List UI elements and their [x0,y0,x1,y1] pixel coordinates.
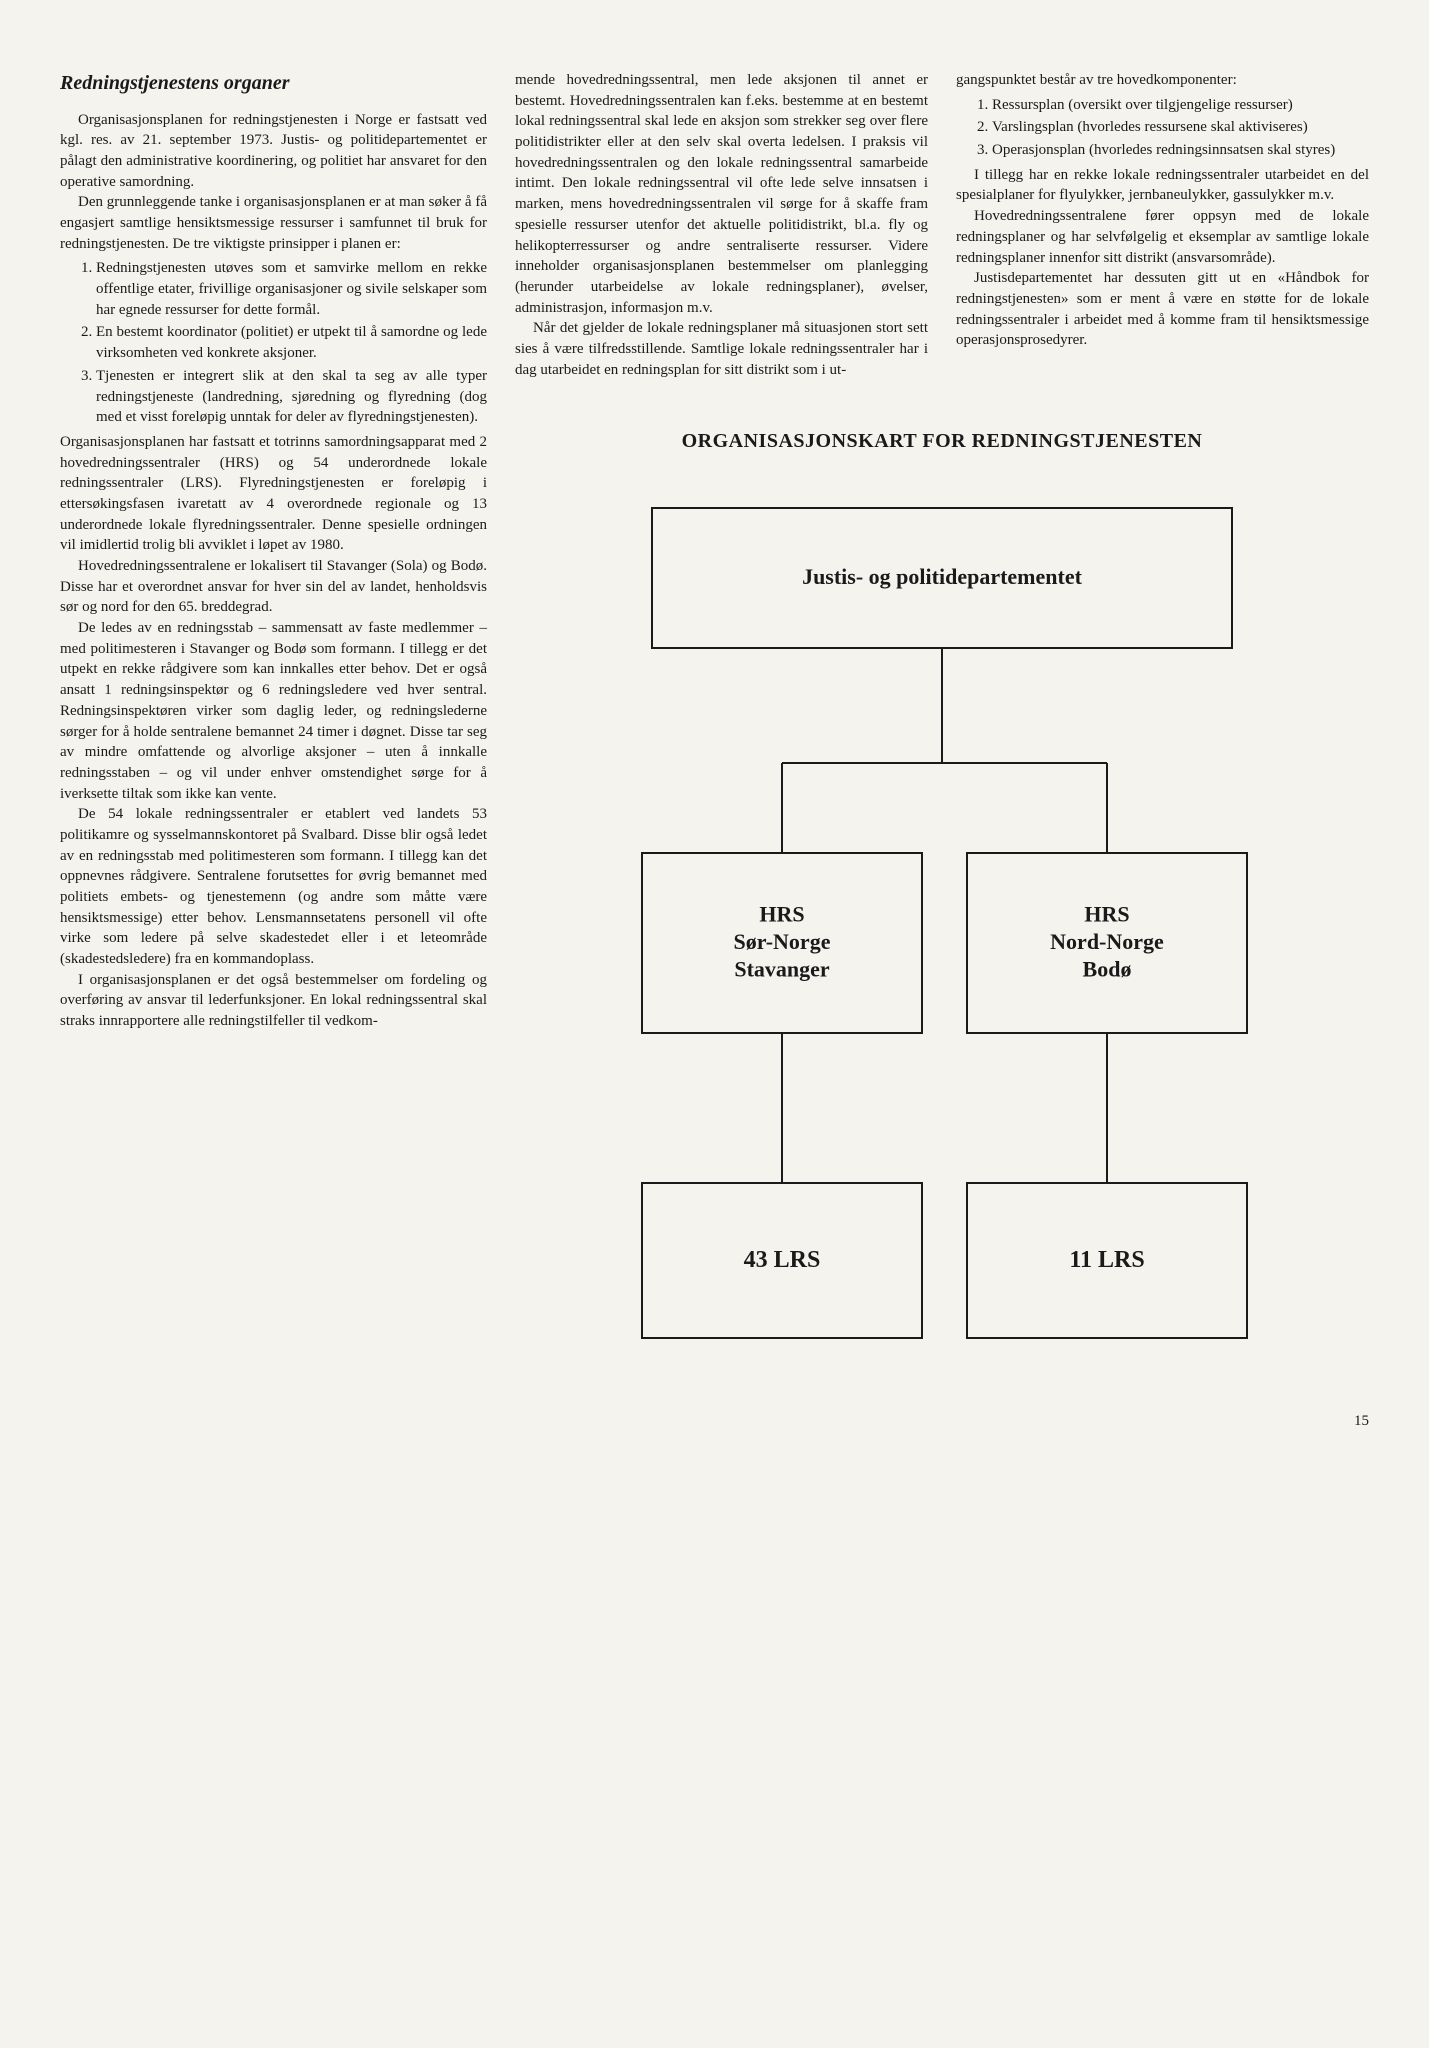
list-item: Varslingsplan (hvorledes ressursene skal… [992,117,1369,138]
column-3: gangspunktet består av tre hovedkomponen… [956,70,1369,380]
paragraph: I tillegg har en rekke lokale redningsse… [956,165,1369,206]
page-number: 15 [60,1413,1369,1430]
right-section: mende hovedredningssentral, men lede aks… [515,70,1369,1383]
svg-text:11 LRS: 11 LRS [1069,1247,1144,1273]
paragraph: Når det gjelder de lokale redningsplaner… [515,318,928,380]
paragraph: Organisasjonsplanen har fastsatt et totr… [60,432,487,556]
list-item: En bestemt koordinator (politiet) er utp… [96,322,487,363]
paragraph: Justisdepartementet har dessuten gitt ut… [956,268,1369,351]
paragraph: De ledes av en redningsstab – sammensatt… [60,618,487,804]
page: Redningstjenestens organer Organisasjons… [60,70,1369,1383]
svg-text:Sør-Norge: Sør-Norge [734,929,831,954]
paragraph: mende hovedredningssentral, men lede aks… [515,70,928,318]
list-item: Redningstjenesten utøves som et samvirke… [96,258,487,320]
list-item: Tjenesten er integrert slik at den skal … [96,366,487,428]
column-2: mende hovedredningssentral, men lede aks… [515,70,928,380]
paragraph: gangspunktet består av tre hovedkomponen… [956,70,1369,91]
org-chart-section: ORGANISASJONSKART FOR REDNINGSTJENESTEN … [515,430,1369,1383]
principles-list: Redningstjenesten utøves som et samvirke… [96,258,487,428]
paragraph: De 54 lokale redningssentraler er etable… [60,804,487,970]
components-list: Ressursplan (oversikt over tilgjengelige… [992,95,1369,161]
org-chart: Justis- og politidepartementetHRSSør-Nor… [552,483,1332,1383]
paragraph: I organisasjonsplanen er det også bestem… [60,970,487,1032]
svg-text:Justis- og politidepartementet: Justis- og politidepartementet [802,564,1083,589]
svg-text:43 LRS: 43 LRS [744,1247,821,1273]
svg-text:Bodø: Bodø [1083,957,1132,982]
chart-title: ORGANISASJONSKART FOR REDNINGSTJENESTEN [515,430,1369,453]
paragraph: Hovedredningssentralene fører oppsyn med… [956,206,1369,268]
svg-text:HRS: HRS [1084,902,1129,927]
top-two-columns: mende hovedredningssentral, men lede aks… [515,70,1369,380]
list-item: Ressursplan (oversikt over tilgjengelige… [992,95,1369,116]
list-item: Operasjonsplan (hvorledes redningsinnsat… [992,140,1369,161]
column-1: Redningstjenestens organer Organisasjons… [60,70,487,1383]
paragraph: Den grunnleggende tanke i organisasjonsp… [60,192,487,254]
paragraph: Organisasjonsplanen for redningstjeneste… [60,110,487,193]
svg-text:Nord-Norge: Nord-Norge [1050,929,1164,954]
section-heading: Redningstjenestens organer [60,70,487,98]
svg-text:Stavanger: Stavanger [734,957,830,982]
paragraph: Hovedredningssentralene er lokalisert ti… [60,556,487,618]
svg-text:HRS: HRS [759,902,804,927]
